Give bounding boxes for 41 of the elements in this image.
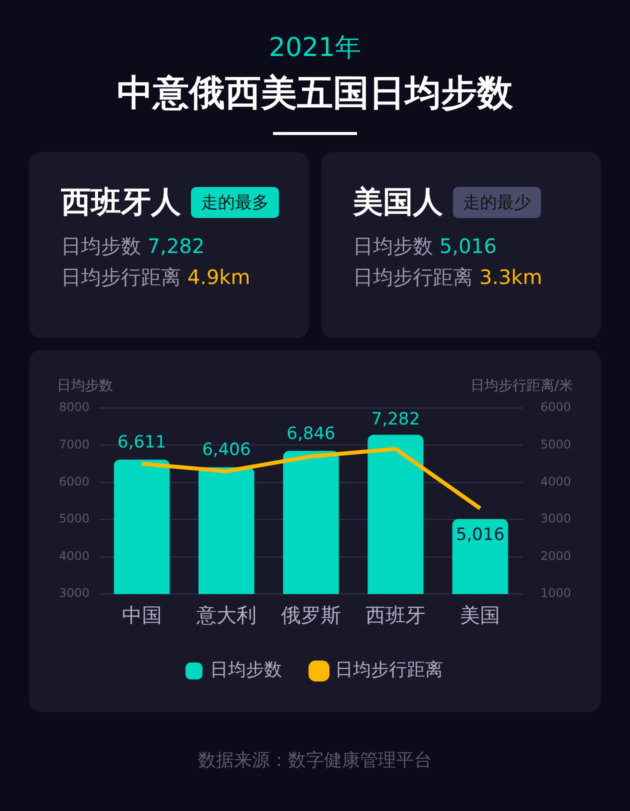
y-tick-label: 8000: [58, 400, 90, 414]
text: 日均步数: [61, 234, 141, 258]
text: 美国人: [353, 184, 443, 222]
text: 中意俄西美五国日均步数: [116, 72, 514, 116]
y2-tick-label: 6000: [540, 400, 572, 414]
text: 3.3km: [479, 265, 542, 289]
y2-tick-label: 2000: [540, 548, 572, 563]
source-note: 数据来源：数字健康管理平台: [197, 749, 433, 772]
x-tick-label: 中国: [122, 603, 162, 628]
y-tick-label: 4000: [58, 548, 90, 563]
y-tick-label: 5000: [58, 512, 90, 526]
data-label: 7,282: [371, 410, 420, 430]
x-tick-label: 俄罗斯: [281, 603, 341, 628]
text: 日均步行距离: [353, 265, 473, 289]
y-tick-label: 3000: [58, 586, 90, 600]
y2-tick-label: 4000: [540, 474, 572, 489]
text: 走的最多: [191, 187, 279, 218]
data-label: 6,611: [117, 432, 166, 453]
legend-label: 日均步行距离: [335, 660, 443, 681]
text: 走的最少: [453, 187, 541, 218]
y2-tick-label: 5000: [540, 437, 572, 452]
x-tick-label: 意大利: [195, 603, 256, 628]
data-label: 6,406: [202, 440, 251, 460]
text: 日均步行距离: [61, 265, 181, 289]
x-tick-label: 西班牙: [366, 603, 426, 628]
text: 4.9km: [187, 265, 250, 289]
text: 日均步数: [353, 234, 433, 258]
y-tick-label: 7000: [58, 437, 90, 452]
x-tick-label: 美国: [460, 603, 500, 628]
text: 7,282: [147, 234, 205, 258]
y2-tick-label: 3000: [540, 512, 572, 526]
y2-tick-label: 1000: [540, 586, 572, 600]
y2-axis-title: 日均步行距离/米: [470, 378, 573, 394]
text: 2021年: [268, 32, 362, 65]
y-tick-label: 6000: [58, 474, 90, 489]
y-axis-title: 日均步数: [57, 378, 113, 394]
text: 5,016: [439, 234, 497, 258]
data-label: 5,016: [456, 524, 505, 545]
text: 西班牙人: [61, 184, 181, 222]
legend-label: 日均步数: [210, 660, 282, 681]
data-label: 6,846: [286, 424, 336, 444]
